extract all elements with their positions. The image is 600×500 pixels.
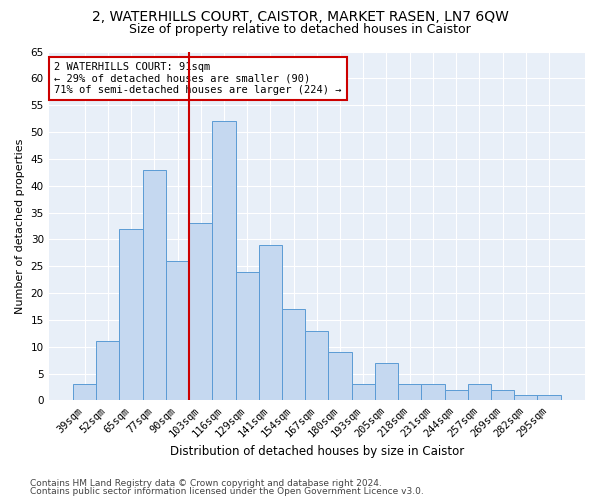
Bar [352, 384, 375, 400]
Bar [282, 309, 305, 400]
Bar [445, 390, 468, 400]
Bar [468, 384, 491, 400]
Bar [538, 395, 560, 400]
Bar [166, 261, 189, 400]
Bar [119, 228, 143, 400]
Text: Contains public sector information licensed under the Open Government Licence v3: Contains public sector information licen… [30, 487, 424, 496]
Y-axis label: Number of detached properties: Number of detached properties [15, 138, 25, 314]
Bar [375, 363, 398, 401]
Bar [96, 342, 119, 400]
Text: Size of property relative to detached houses in Caistor: Size of property relative to detached ho… [129, 22, 471, 36]
Bar [73, 384, 96, 400]
Text: 2 WATERHILLS COURT: 91sqm
← 29% of detached houses are smaller (90)
71% of semi-: 2 WATERHILLS COURT: 91sqm ← 29% of detac… [54, 62, 341, 95]
X-axis label: Distribution of detached houses by size in Caistor: Distribution of detached houses by size … [170, 444, 464, 458]
Bar [305, 330, 328, 400]
Bar [143, 170, 166, 400]
Bar [212, 122, 236, 400]
Bar [259, 245, 282, 400]
Bar [189, 224, 212, 400]
Bar [236, 272, 259, 400]
Bar [328, 352, 352, 401]
Bar [421, 384, 445, 400]
Bar [398, 384, 421, 400]
Text: Contains HM Land Registry data © Crown copyright and database right 2024.: Contains HM Land Registry data © Crown c… [30, 478, 382, 488]
Bar [491, 390, 514, 400]
Text: 2, WATERHILLS COURT, CAISTOR, MARKET RASEN, LN7 6QW: 2, WATERHILLS COURT, CAISTOR, MARKET RAS… [92, 10, 508, 24]
Bar [514, 395, 538, 400]
